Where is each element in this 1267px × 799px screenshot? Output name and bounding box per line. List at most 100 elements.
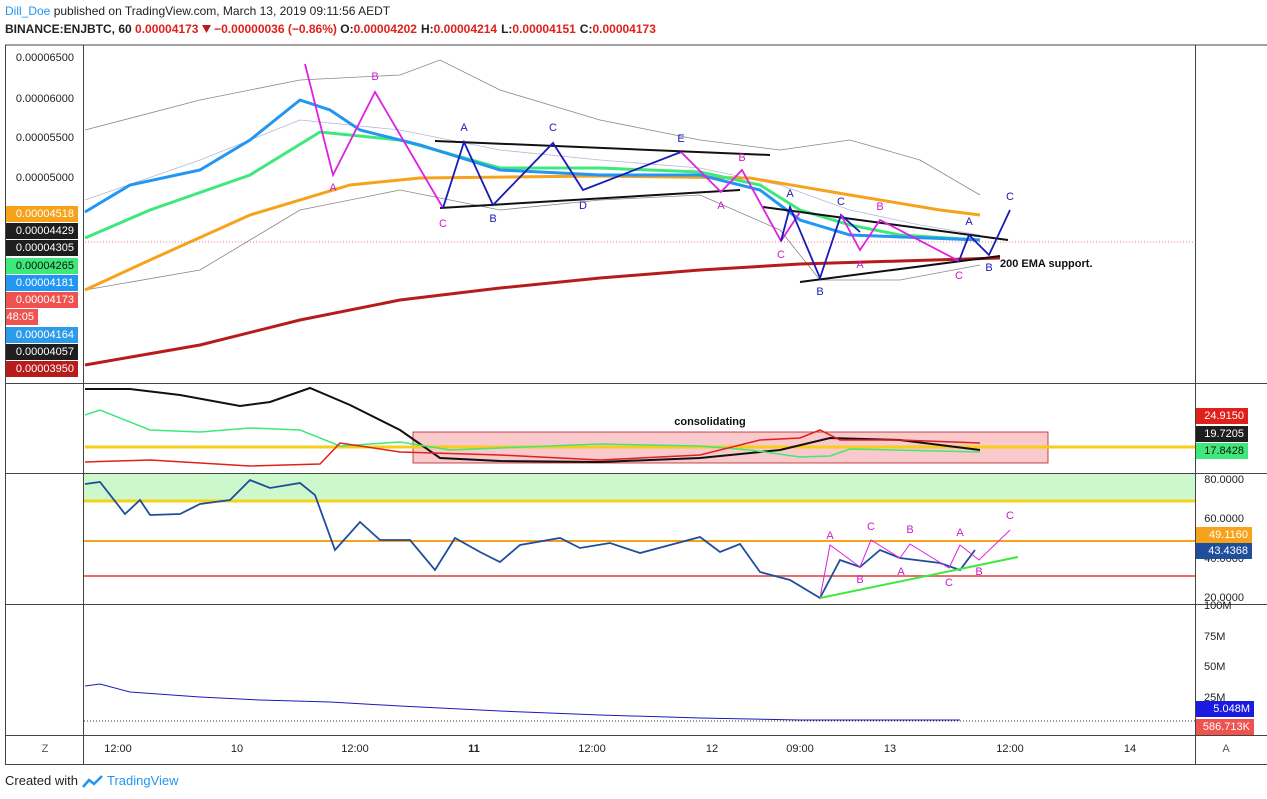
axis-tag bbox=[1196, 426, 1248, 442]
axis-tag bbox=[1196, 408, 1248, 424]
price-tick: 0.00005500 bbox=[16, 132, 74, 144]
down-arrow bbox=[201, 25, 211, 33]
wave-label: A bbox=[897, 566, 905, 578]
layer: 0.00006500 0.00006000 0.00005500 0.00005000… bbox=[6, 52, 1254, 755]
axis-tag-label: 43.4368 bbox=[1208, 545, 1248, 557]
wave-label: B bbox=[975, 566, 982, 578]
axis-tag bbox=[6, 292, 78, 308]
axis-tag-label: 0.00004173 bbox=[16, 294, 74, 306]
corner-button[interactable]: Z bbox=[42, 743, 49, 755]
axis-tag bbox=[6, 223, 78, 239]
axis-tag bbox=[1196, 527, 1252, 543]
axis-tag-label: 5.048M bbox=[1213, 703, 1250, 715]
wave-label: B bbox=[906, 524, 913, 536]
indicator-lines bbox=[84, 386, 1195, 467]
volume-tick: 100M bbox=[1204, 600, 1232, 612]
axis-tag bbox=[6, 309, 38, 325]
time-tick: 12:00 bbox=[996, 743, 1024, 755]
time-tick: 13 bbox=[884, 743, 896, 755]
wave-label: C bbox=[1006, 191, 1014, 203]
axis-tag-label: 0.00004164 bbox=[16, 329, 74, 341]
overbought-zone bbox=[84, 474, 1195, 501]
time-tick: 11 bbox=[468, 743, 480, 755]
wave-paths bbox=[304, 63, 1011, 281]
axis-tag bbox=[6, 361, 78, 377]
wave-label: C bbox=[955, 270, 963, 282]
time-tick: 09:00 bbox=[786, 743, 814, 755]
axis-tag bbox=[1196, 443, 1248, 459]
annotation: 200 EMA support. bbox=[1000, 258, 1093, 270]
wave-label: A bbox=[956, 527, 964, 539]
axis-tag bbox=[1196, 701, 1254, 717]
ohlc-key: O: bbox=[340, 22, 354, 36]
wave-label: C bbox=[837, 196, 845, 208]
wave-label: A bbox=[786, 188, 794, 200]
wave-label: A bbox=[826, 530, 834, 542]
axis-tag-label: 0.00003950 bbox=[16, 363, 74, 375]
axis-tag-label: 0.00004181 bbox=[16, 277, 74, 289]
axis-tag-label: 0.00004518 bbox=[16, 208, 74, 220]
axis-tag-label: 49.1160 bbox=[1209, 529, 1248, 541]
time-tick: 12 bbox=[706, 743, 718, 755]
axis-tag-label: 17.8428 bbox=[1204, 445, 1244, 457]
ohlc: O:0.00004202 H:0.00004214 L:0.00004151 C:0.… bbox=[340, 22, 660, 36]
wave-label: C bbox=[945, 577, 953, 589]
time-tick: 12:00 bbox=[104, 743, 132, 755]
user[interactable]: Dill_Doe bbox=[5, 4, 51, 18]
symbol: BINANCE:ENJBTC, 60 bbox=[5, 22, 132, 36]
axis-tag-label: 0.00004057 bbox=[16, 346, 74, 358]
axis-tag-label: 0.00004429 bbox=[16, 225, 74, 237]
wave-label: C bbox=[1006, 510, 1014, 522]
main-indicators bbox=[84, 59, 1195, 367]
ohlc-value: 0.00004173 bbox=[592, 22, 656, 36]
wave-label: A bbox=[856, 259, 864, 271]
wave-label: A bbox=[717, 200, 725, 212]
wave-label: C bbox=[439, 218, 447, 230]
wave-label: C bbox=[867, 521, 875, 533]
ohlc-key: L: bbox=[501, 22, 513, 36]
frame bbox=[5, 44, 1267, 765]
wave-label: B bbox=[738, 152, 745, 164]
time-tick: 14 bbox=[1124, 743, 1136, 755]
chart: 0.00006500 0.00006000 0.00005500 0.00005000… bbox=[5, 44, 1267, 765]
wave-label: C bbox=[549, 122, 557, 134]
price-tick: 0.00005000 bbox=[16, 172, 74, 184]
wave-label: E bbox=[677, 133, 684, 145]
wave-label: D bbox=[579, 200, 587, 212]
price-tick: 0.00006000 bbox=[16, 93, 74, 105]
wave-label: A bbox=[460, 122, 468, 134]
axis-tag-label: 0.00004265 bbox=[16, 260, 74, 272]
created-with: Created with bbox=[5, 773, 78, 788]
wave-label: A bbox=[329, 182, 337, 194]
brand[interactable]: TradingView bbox=[107, 773, 179, 788]
rsi-lines bbox=[84, 478, 1195, 600]
volume-tick: 50M bbox=[1204, 661, 1225, 673]
wave-label: B bbox=[371, 71, 378, 83]
axis-tag bbox=[6, 240, 78, 256]
ohlc-value: 0.00004202 bbox=[353, 22, 417, 36]
ohlc-key: C: bbox=[579, 22, 593, 36]
volume-tick: 75M bbox=[1204, 631, 1225, 643]
wave-label: B bbox=[489, 213, 496, 225]
last-price: 0.00004173 bbox=[135, 22, 199, 36]
footer: Created with TradingView bbox=[5, 773, 179, 789]
ohlc-value: 0.00004151 bbox=[512, 22, 576, 36]
axis-tag bbox=[1196, 543, 1252, 559]
axis-tag bbox=[6, 206, 78, 222]
time-tick: 12:00 bbox=[578, 743, 606, 755]
wave-label: B bbox=[876, 201, 883, 213]
price-tick: 0.00006500 bbox=[16, 52, 74, 64]
volume-tick: 25M bbox=[1204, 692, 1225, 704]
published: published on TradingView.com, March 13, … bbox=[53, 4, 391, 18]
wave-label: A bbox=[965, 216, 973, 228]
corner-button[interactable]: A bbox=[1222, 743, 1230, 755]
annotation: consolidating bbox=[674, 416, 746, 428]
volume-decor bbox=[84, 683, 1195, 722]
axis-tag-label: 48:05 bbox=[6, 311, 34, 323]
wave-label: B bbox=[816, 286, 823, 298]
time-tick: 12:00 bbox=[341, 743, 369, 755]
wave-label: B bbox=[985, 262, 992, 274]
axis-tag bbox=[6, 258, 78, 274]
axis-tag bbox=[1196, 719, 1254, 735]
